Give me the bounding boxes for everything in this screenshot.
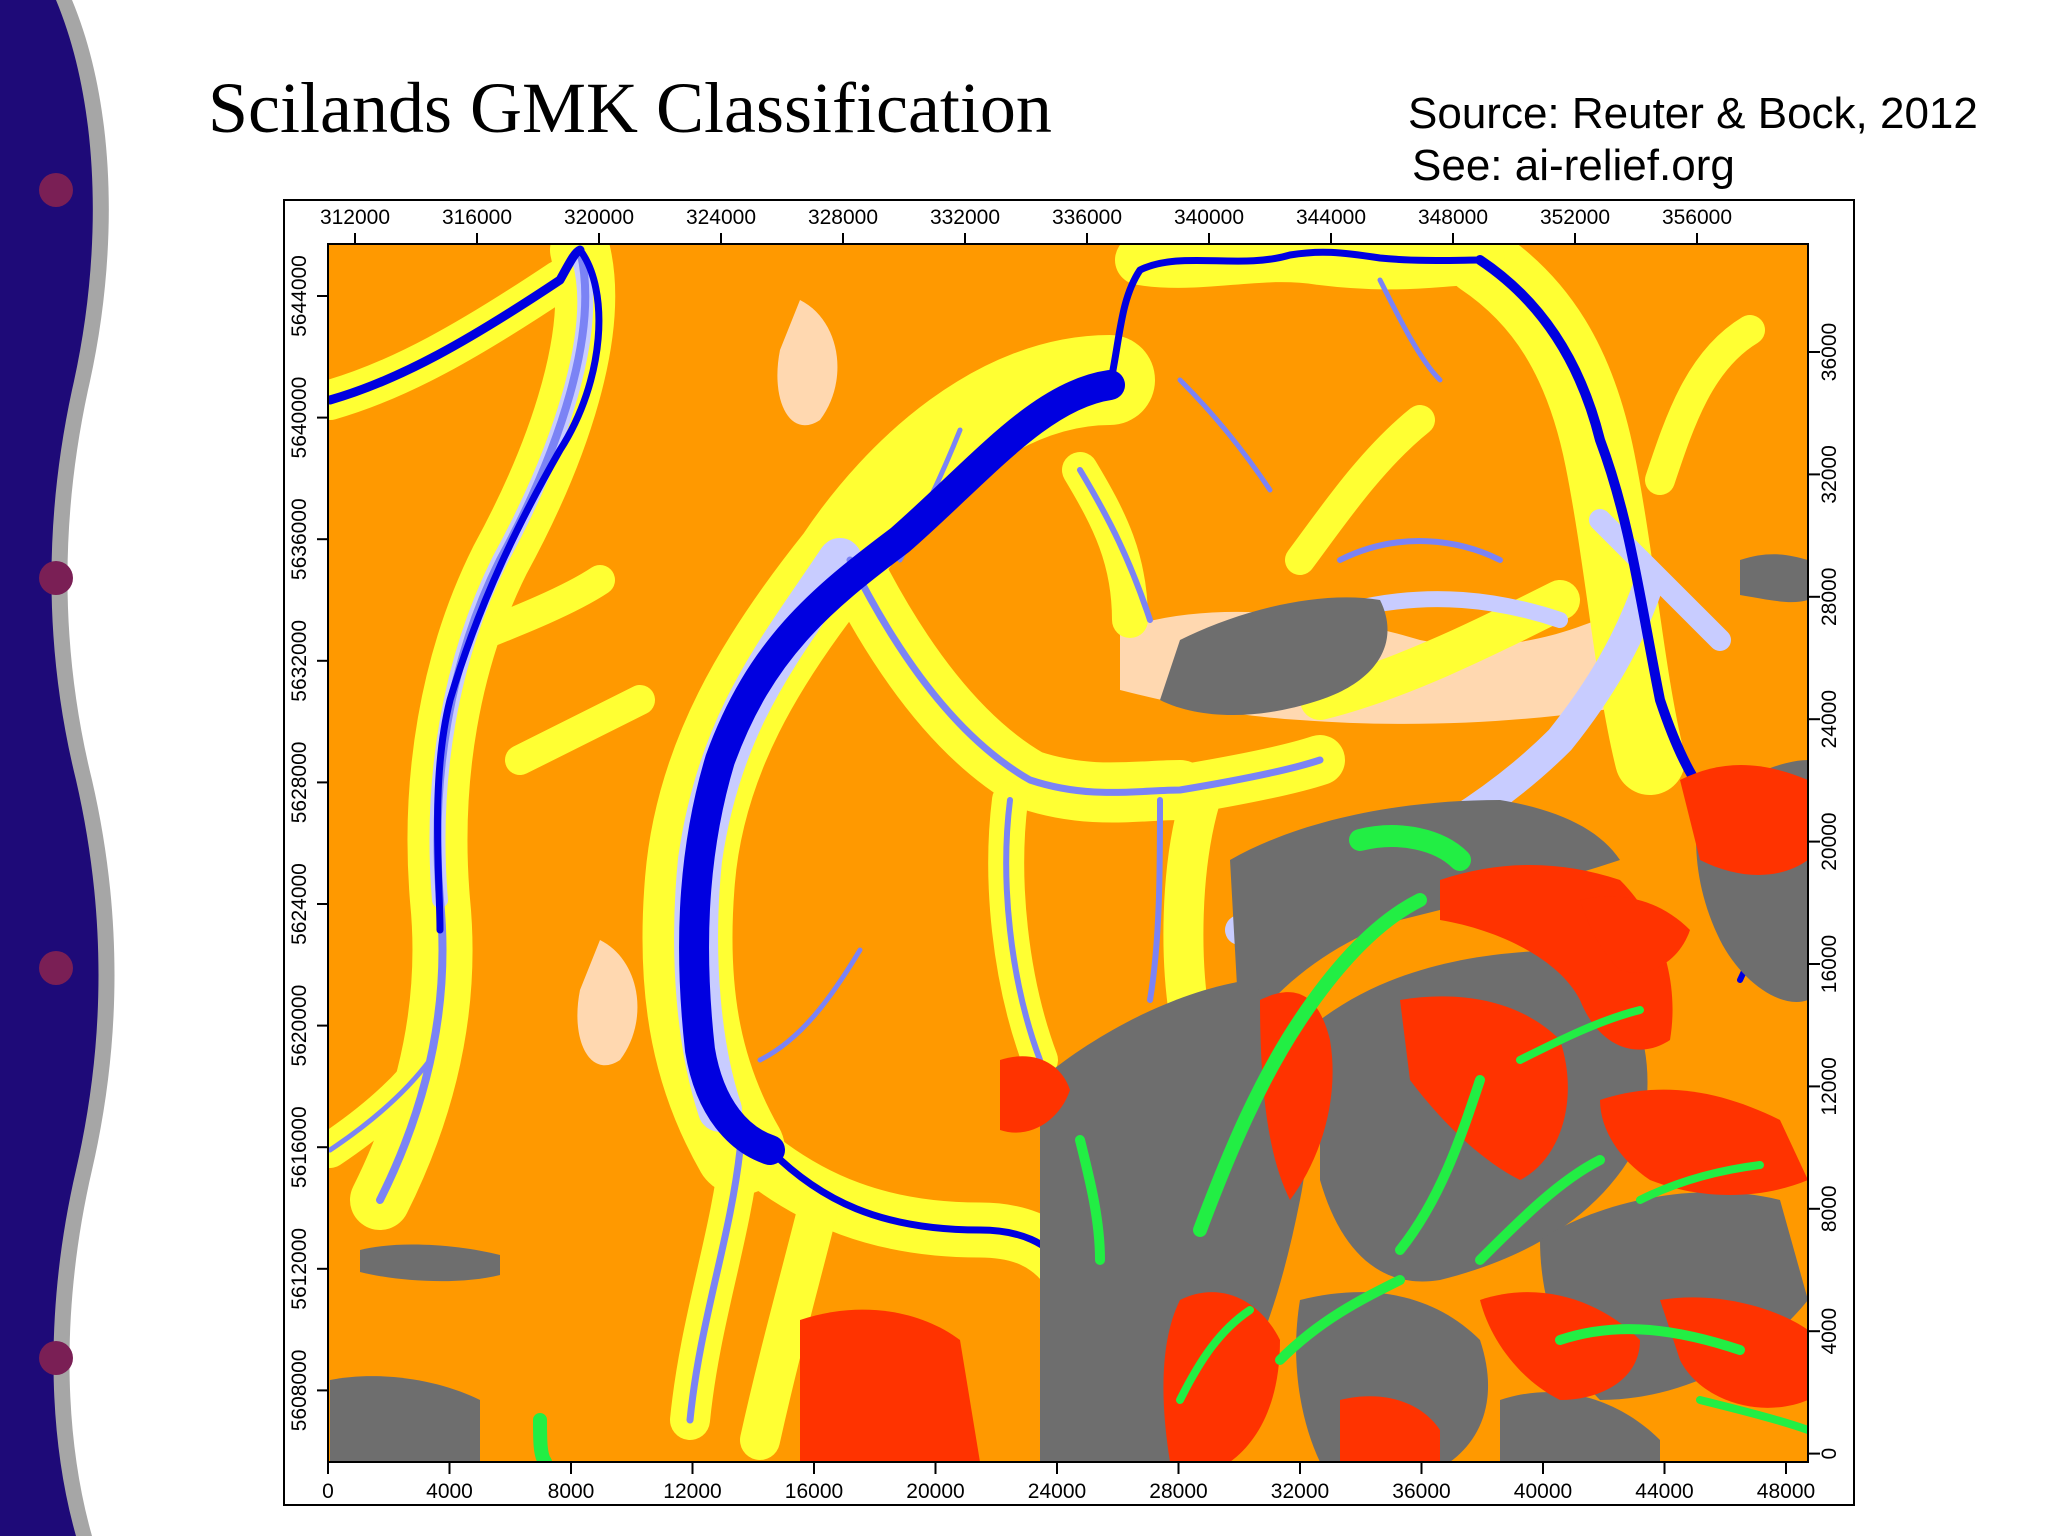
bottom-axis-label: 16000 [785,1480,843,1503]
left-axis-label: 5640000 [288,377,311,459]
top-axis-label: 316000 [442,206,512,229]
right-axis-label: 20000 [1818,812,1841,870]
top-axis-label: 356000 [1662,206,1732,229]
bottom-axis-label: 48000 [1757,1480,1815,1503]
left-axis: 5644000 5640000 5636000 5632000 5628000 56240… [288,255,328,1431]
top-axis-label: 344000 [1296,206,1366,229]
decorative-wave-sidebar [0,0,115,1536]
top-axis-label: 320000 [564,206,634,229]
right-axis-label: 0 [1818,1448,1841,1460]
map-raster-frame [327,243,1809,1463]
gentle-slope-area [577,940,638,1066]
left-axis-label: 5632000 [288,620,311,702]
wave-dot [39,561,73,595]
wave-dot [39,173,73,207]
bottom-axis-label: 0 [322,1480,334,1503]
bottom-axis-label: 24000 [1028,1480,1086,1503]
wave-dot [39,951,73,985]
right-axis-label: 24000 [1818,690,1841,748]
top-axis-label: 336000 [1052,206,1122,229]
top-axis-label: 340000 [1174,206,1244,229]
right-axis-label: 16000 [1818,935,1841,993]
bottom-axis-label: 44000 [1635,1480,1693,1503]
right-axis-label: 8000 [1818,1185,1841,1232]
left-axis-label: 5620000 [288,985,311,1067]
right-axis-label: 4000 [1818,1308,1841,1355]
top-axis-label: 328000 [808,206,878,229]
steep-slopes [800,765,1808,1462]
top-axis-label: 324000 [686,206,756,229]
left-axis-label: 5616000 [288,1106,311,1188]
bottom-axis-label: 20000 [906,1480,964,1503]
left-axis-label: 5644000 [288,255,311,337]
left-axis-label: 5608000 [288,1350,311,1432]
high-valleys [533,825,1808,1462]
bottom-axis-label: 12000 [663,1480,721,1503]
bottom-axis-label: 28000 [1149,1480,1207,1503]
bottom-axis: 0 4000 8000 12000 16000 20000 24000 28000 32000 3… [322,1462,1815,1503]
see-link-text: See: ai-relief.org [1412,141,1735,190]
bottom-axis-label: 36000 [1392,1480,1450,1503]
right-axis-label: 28000 [1818,568,1841,626]
bottom-axis-label: 4000 [426,1480,473,1503]
top-axis-label: 332000 [930,206,1000,229]
top-axis-label: 348000 [1418,206,1488,229]
right-axis: 36000 32000 28000 24000 20000 16000 12000 8000 4… [1808,323,1841,1460]
bottom-axis-label: 32000 [1271,1480,1329,1503]
top-axis-label: 312000 [320,206,390,229]
top-axis-label: 352000 [1540,206,1610,229]
bottom-axis-label: 8000 [548,1480,595,1503]
right-axis-label: 36000 [1818,323,1841,381]
left-axis-label: 5636000 [288,498,311,580]
right-axis-label: 32000 [1818,445,1841,503]
map-raster [328,244,1808,1462]
right-axis-label: 12000 [1818,1057,1841,1115]
bottom-axis-label: 40000 [1514,1480,1572,1503]
source-citation: Source: Reuter & Bock, 2012 [1408,89,1978,138]
gentle-slope-area [777,300,838,426]
left-axis-label: 5628000 [288,742,311,824]
wave-dot [39,1341,73,1375]
top-axis: 312000 316000 320000 324000 328000 332000 3360… [320,206,1732,244]
slide-title: Scilands GMK Classification [208,68,1052,148]
left-axis-label: 5624000 [288,863,311,945]
left-axis-label: 5612000 [288,1228,311,1310]
